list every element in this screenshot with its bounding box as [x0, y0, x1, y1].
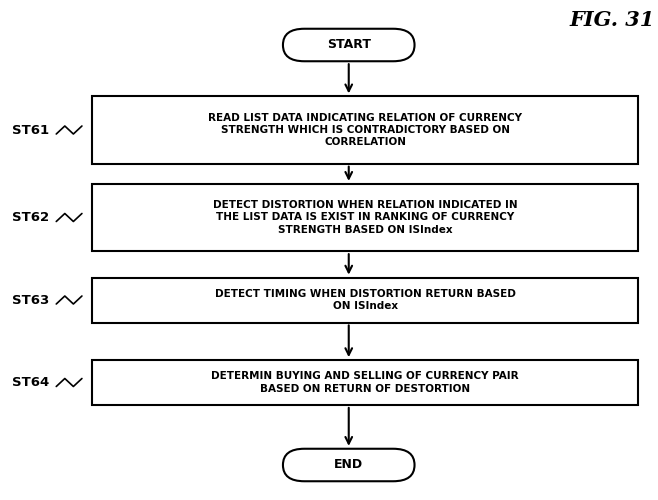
FancyBboxPatch shape — [92, 360, 638, 405]
Text: ST64: ST64 — [12, 376, 49, 389]
FancyBboxPatch shape — [92, 278, 638, 322]
Text: DETECT DISTORTION WHEN RELATION INDICATED IN
THE LIST DATA IS EXIST IN RANKING O: DETECT DISTORTION WHEN RELATION INDICATE… — [213, 200, 517, 235]
Text: READ LIST DATA INDICATING RELATION OF CURRENCY
STRENGTH WHICH IS CONTRADICTORY B: READ LIST DATA INDICATING RELATION OF CU… — [208, 112, 522, 148]
Text: DETECT TIMING WHEN DISTORTION RETURN BASED
ON ISIndex: DETECT TIMING WHEN DISTORTION RETURN BAS… — [215, 289, 516, 311]
FancyBboxPatch shape — [283, 28, 415, 61]
Text: ST61: ST61 — [13, 124, 49, 136]
Text: START: START — [327, 38, 370, 52]
Text: DETERMIN BUYING AND SELLING OF CURRENCY PAIR
BASED ON RETURN OF DESTORTION: DETERMIN BUYING AND SELLING OF CURRENCY … — [211, 372, 519, 394]
Text: ST62: ST62 — [13, 211, 49, 224]
FancyBboxPatch shape — [283, 449, 415, 481]
FancyBboxPatch shape — [92, 184, 638, 252]
Text: END: END — [334, 458, 363, 471]
Text: ST63: ST63 — [12, 294, 49, 306]
Text: FIG. 31: FIG. 31 — [569, 10, 655, 30]
FancyBboxPatch shape — [92, 96, 638, 164]
